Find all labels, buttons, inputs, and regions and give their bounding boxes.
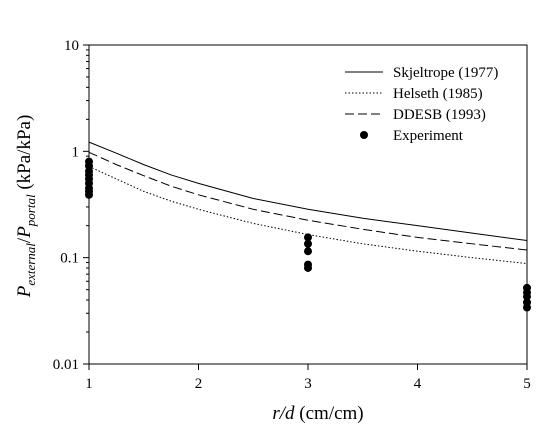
y-tick-label: 1 [72,144,80,160]
x-axis-variable: r/d [272,403,295,424]
y-tick-label: 0.01 [53,357,79,373]
y-axis-unit: (kPa/kPa) [14,115,35,195]
y-axis-sub2: portal [23,194,38,227]
y-axis-title: Pexternal/Pportal (kPa/kPa) [14,115,38,299]
series-line [88,151,528,251]
experiment-point [304,239,312,248]
x-tick-label: 1 [85,376,93,392]
experiment-point [523,303,531,312]
y-axis-sep: / [14,237,35,243]
legend: Skjeltrope (1977) Helseth (1985) DDESB (19… [345,65,498,144]
legend-label: Helseth (1985) [393,86,483,102]
legend-label: Skjeltrope (1977) [393,65,498,81]
y-tick-label: 0.1 [60,251,79,267]
x-tick-label: 3 [304,376,312,392]
legend-label: Experiment [393,128,464,144]
y-tick-label: 10 [64,38,79,54]
x-tick-label: 5 [523,376,531,392]
y-axis-sub1: external [23,243,38,286]
x-axis-title: r/d (cm/cm) [272,403,363,424]
y-axis-var1: P [14,285,35,298]
x-axis-ticks: 1 2 3 4 5 [85,364,531,392]
experiment-point [85,190,93,199]
experiment-point [304,263,312,272]
x-tick-label: 2 [195,376,203,392]
experiment-point [523,292,531,301]
x-tick-label: 4 [414,376,422,392]
legend-marker [360,131,368,139]
experiment-point [304,247,312,256]
series-layer [85,141,531,312]
series-line [88,141,528,242]
legend-label: DDESB (1993) [393,107,486,123]
x-axis-unit: (cm/cm) [295,403,364,424]
y-axis-var2: P [14,226,35,239]
series-line [88,166,528,265]
y-axis-ticks: 0.01 0.1 1 10 [53,38,89,373]
experiment-point [304,233,312,242]
